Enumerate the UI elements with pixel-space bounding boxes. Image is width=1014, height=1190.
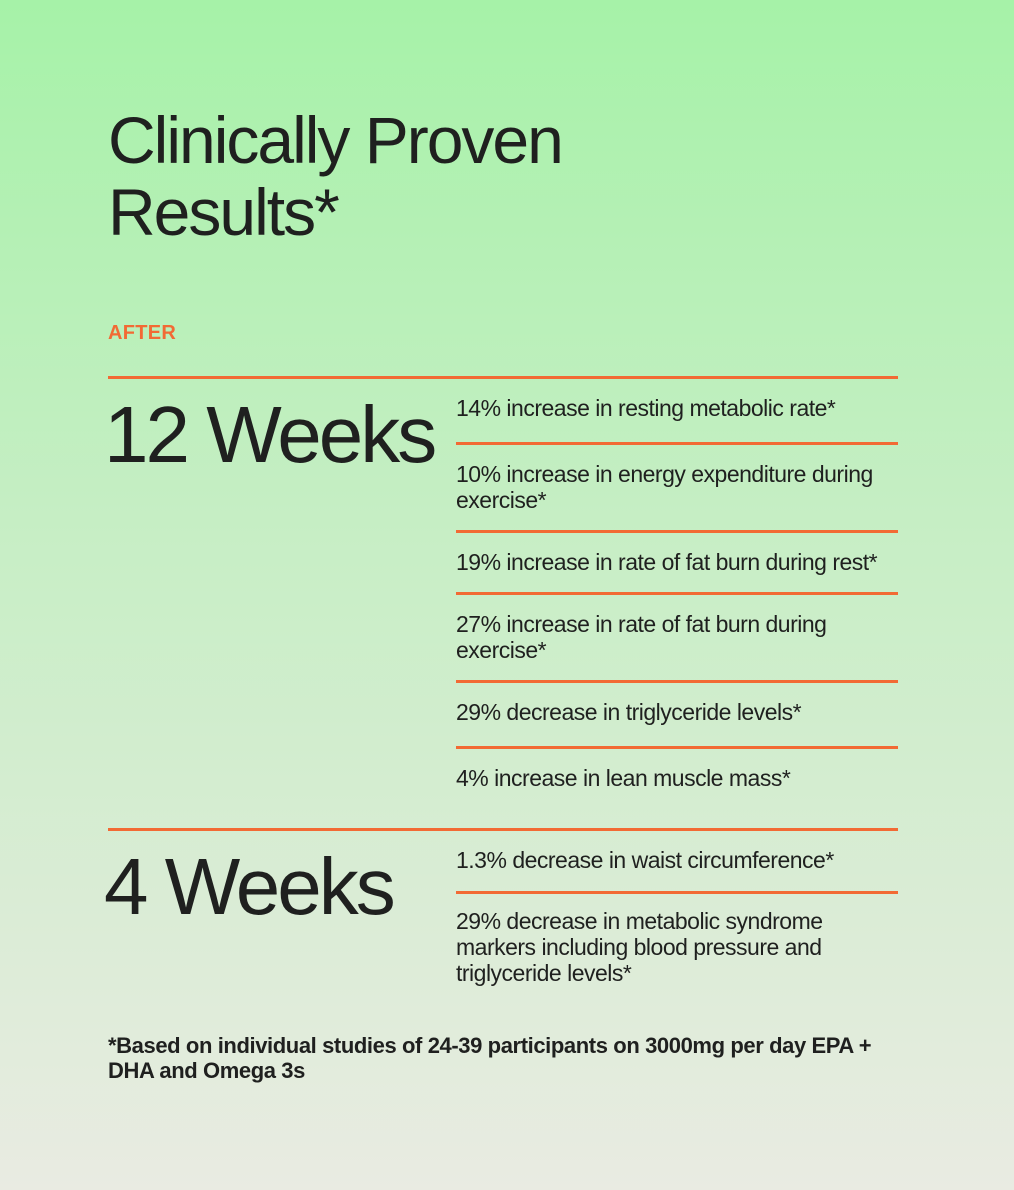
after-label: AFTER	[108, 322, 177, 344]
result-list: 1.3% decrease in waist circumference* 29…	[456, 831, 898, 1004]
result-list: 14% increase in resting metabolic rate* …	[456, 379, 898, 811]
period-heading: 4 Weeks	[104, 842, 396, 931]
title-line-1: Clinically Proven	[108, 103, 564, 177]
result-item: 27% increase in rate of fat burn during …	[456, 595, 898, 683]
page-title: Clinically Proven Results*	[108, 104, 708, 248]
result-item: 29% decrease in metabolic syndrome marke…	[456, 908, 823, 986]
result-item: 29% decrease in triglyceride levels*	[456, 683, 898, 749]
title-line-2: Results*	[108, 175, 340, 249]
footnote: *Based on individual studies of 24-39 pa…	[108, 1033, 872, 1083]
result-item: 14% increase in resting metabolic rate*	[456, 379, 898, 445]
result-item: 19% increase in rate of fat burn during …	[456, 533, 898, 595]
result-item: 4% increase in lean muscle mass*	[456, 765, 791, 791]
section-12-weeks: 12 Weeks 14% increase in resting metabol…	[104, 376, 898, 791]
results-panel: Clinically Proven Results* AFTER 12 Week…	[104, 0, 900, 1190]
period-heading: 12 Weeks	[104, 390, 437, 479]
section-4-weeks: 4 Weeks 1.3% decrease in waist circumfer…	[104, 828, 898, 986]
result-item: 10% increase in energy expenditure durin…	[456, 445, 898, 533]
result-item: 1.3% decrease in waist circumference*	[456, 831, 898, 894]
